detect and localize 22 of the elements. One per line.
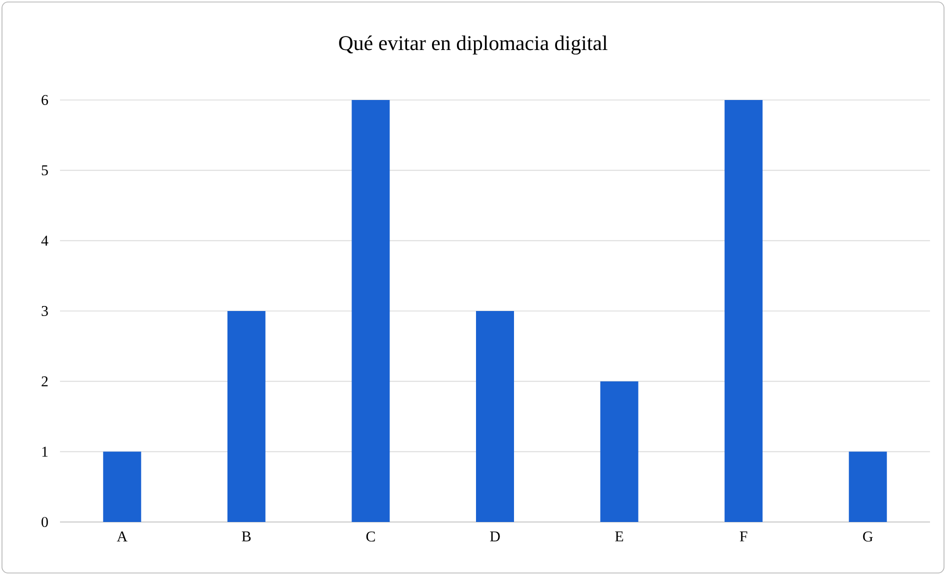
bar — [600, 381, 638, 522]
y-tick-label: 2 — [42, 376, 48, 386]
y-tick-label: 1 — [42, 446, 48, 457]
chart-title: Qué evitar en diplomacia digital — [339, 35, 608, 55]
bar — [848, 452, 887, 522]
bar — [103, 452, 142, 522]
x-tick-label: D — [490, 532, 500, 542]
y-tick-label: 0 — [42, 516, 48, 528]
x-tick-label: E — [615, 532, 624, 542]
x-tick-label: C — [366, 532, 375, 542]
x-tick-label: F — [740, 532, 748, 542]
y-tick-label: 3 — [42, 306, 48, 316]
y-tick-label: 6 — [42, 94, 48, 106]
x-tick-label: G — [863, 532, 873, 542]
bar — [724, 100, 763, 522]
bar — [476, 311, 514, 522]
x-tick-label: B — [242, 532, 251, 542]
bar — [227, 311, 266, 522]
bar — [352, 100, 390, 522]
x-tick-label: A — [116, 532, 128, 542]
y-tick-label: 4 — [41, 236, 48, 246]
y-tick-label: 5 — [42, 165, 48, 176]
